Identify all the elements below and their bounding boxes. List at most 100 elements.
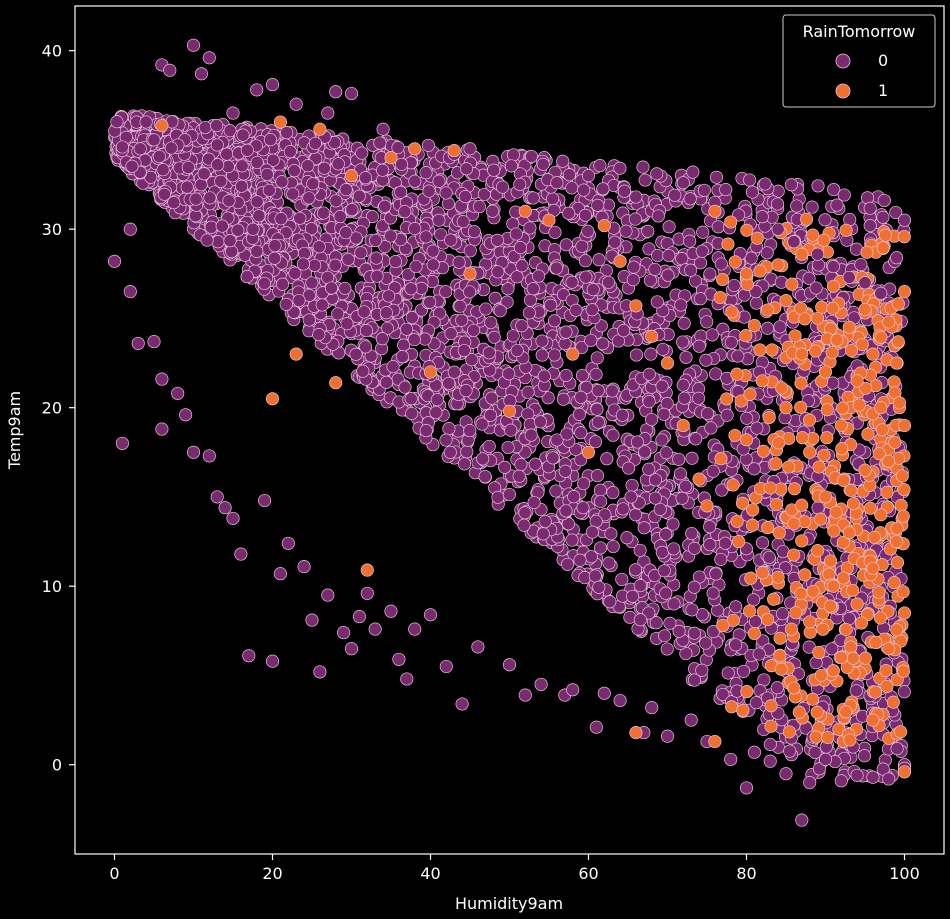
scatter-point-cloud: [260, 167, 274, 182]
scatter-point-series-0: [265, 654, 280, 668]
scatter-point-series-1: [882, 642, 896, 656]
scatter-point-cloud-rain: [852, 398, 866, 412]
scatter-point-cloud: [752, 647, 766, 661]
scatter-point-series-1: [739, 267, 754, 281]
scatter-point-series-1: [897, 285, 912, 299]
x-tick-label: 100: [889, 864, 920, 883]
scatter-point-cloud: [426, 244, 440, 258]
scatter-point-cloud-rain: [827, 524, 841, 538]
scatter-point-cloud: [231, 223, 245, 237]
scatter-point-cloud: [638, 173, 652, 187]
scatter-point-cloud: [585, 525, 599, 539]
scatter-point-cloud: [842, 612, 856, 626]
scatter-point-cloud: [283, 145, 297, 159]
scatter-point-cloud: [455, 313, 469, 327]
scatter-point-series-0: [321, 106, 335, 120]
scatter-point-series-1: [866, 347, 880, 361]
scatter-point-cloud: [355, 146, 369, 160]
scatter-point-series-0: [321, 588, 335, 602]
scatter-point-series-0: [897, 213, 912, 227]
scatter-point-cloud-rain: [739, 329, 753, 343]
scatter-point-cloud: [695, 663, 709, 677]
scatter-point-cloud: [535, 334, 549, 348]
scatter-point-cloud: [296, 257, 310, 271]
scatter-point-cloud: [533, 415, 547, 429]
scatter-point-cloud: [775, 607, 790, 621]
scatter-point-cloud: [490, 233, 504, 247]
scatter-point-series-0: [186, 38, 201, 52]
scatter-point-series-0: [234, 547, 248, 561]
scatter-point-series-0: [305, 613, 319, 627]
scatter-point-cloud: [302, 191, 316, 205]
scatter-point-cloud: [683, 192, 697, 206]
scatter-point-cloud: [749, 296, 763, 310]
scatter-point-series-1: [716, 618, 730, 633]
scatter-point-cloud: [675, 252, 689, 266]
scatter-point-cloud: [501, 440, 515, 455]
scatter-point-cloud: [275, 175, 289, 189]
scatter-point-cloud: [522, 306, 536, 320]
y-tick-label: 20: [42, 399, 62, 418]
scatter-point-cloud: [263, 133, 277, 147]
scatter-point-series-1: [890, 535, 904, 549]
scatter-point-cloud: [548, 225, 562, 239]
scatter-point-cloud: [215, 219, 229, 233]
scatter-point-cloud: [650, 167, 664, 181]
scatter-point-cloud: [293, 211, 307, 225]
scatter-point-cloud: [419, 230, 433, 244]
scatter-point-cloud: [204, 220, 218, 234]
scatter-point-cloud: [745, 185, 759, 199]
scatter-point-cloud-rain: [896, 509, 910, 523]
scatter-point-cloud: [345, 203, 359, 217]
scatter-point-cloud-rain: [846, 583, 860, 597]
scatter-point-cloud: [341, 252, 355, 266]
scatter-point-cloud: [650, 295, 664, 309]
scatter-point-cloud: [250, 195, 264, 209]
scatter-point-cloud: [279, 297, 293, 311]
scatter-point-cloud-rain: [895, 469, 909, 483]
scatter-point-cloud: [784, 178, 798, 192]
scatter-point-cloud: [287, 164, 301, 178]
scatter-point-cloud: [696, 225, 710, 239]
scatter-point-cloud-rain: [788, 329, 802, 343]
scatter-point-series-1: [739, 433, 754, 447]
scatter-point-cloud: [667, 597, 681, 611]
scatter-point-cloud: [633, 543, 647, 557]
scatter-point-cloud: [378, 199, 392, 213]
scatter-point-cloud: [719, 183, 733, 197]
scatter-point-cloud: [565, 533, 579, 547]
scatter-point-cloud: [211, 235, 225, 249]
scatter-point-series-0: [826, 260, 840, 274]
scatter-point-cloud: [586, 283, 600, 297]
scatter-point-cloud: [588, 569, 602, 583]
scatter-point-cloud: [240, 270, 254, 284]
scatter-point-cloud: [152, 149, 166, 164]
scatter-point-cloud-rain: [821, 730, 835, 744]
scatter-point-cloud: [593, 483, 607, 497]
scatter-point-cloud: [591, 198, 605, 212]
scatter-point-cloud-rain: [743, 604, 757, 618]
scatter-point-cloud: [559, 504, 573, 518]
scatter-point-cloud: [661, 268, 675, 282]
scatter-point-series-0: [676, 176, 690, 190]
scatter-point-cloud-rain: [767, 592, 781, 606]
scatter-point-cloud-rain: [775, 381, 789, 395]
scatter-point-series-0: [866, 770, 880, 784]
scatter-point-series-0: [123, 222, 137, 236]
scatter-point-cloud-rain: [858, 651, 872, 665]
scatter-point-cloud-rain: [756, 444, 771, 458]
scatter-point-series-1: [897, 418, 912, 433]
scatter-point-cloud-rain: [826, 664, 840, 678]
scatter-point-cloud-rain: [795, 431, 810, 445]
scatter-point-cloud-rain: [868, 685, 882, 699]
scatter-point-cloud: [423, 295, 437, 309]
scatter-point-cloud-rain: [772, 436, 786, 450]
scatter-point-cloud: [370, 269, 384, 283]
scatter-point-cloud: [592, 253, 606, 267]
scatter-point-cloud: [240, 143, 254, 157]
scatter-point-series-1: [779, 401, 793, 415]
scatter-point-cloud: [463, 424, 477, 438]
scatter-point-cloud-rain: [728, 255, 742, 269]
scatter-point-cloud: [308, 136, 322, 150]
scatter-point-series-0: [337, 626, 351, 640]
